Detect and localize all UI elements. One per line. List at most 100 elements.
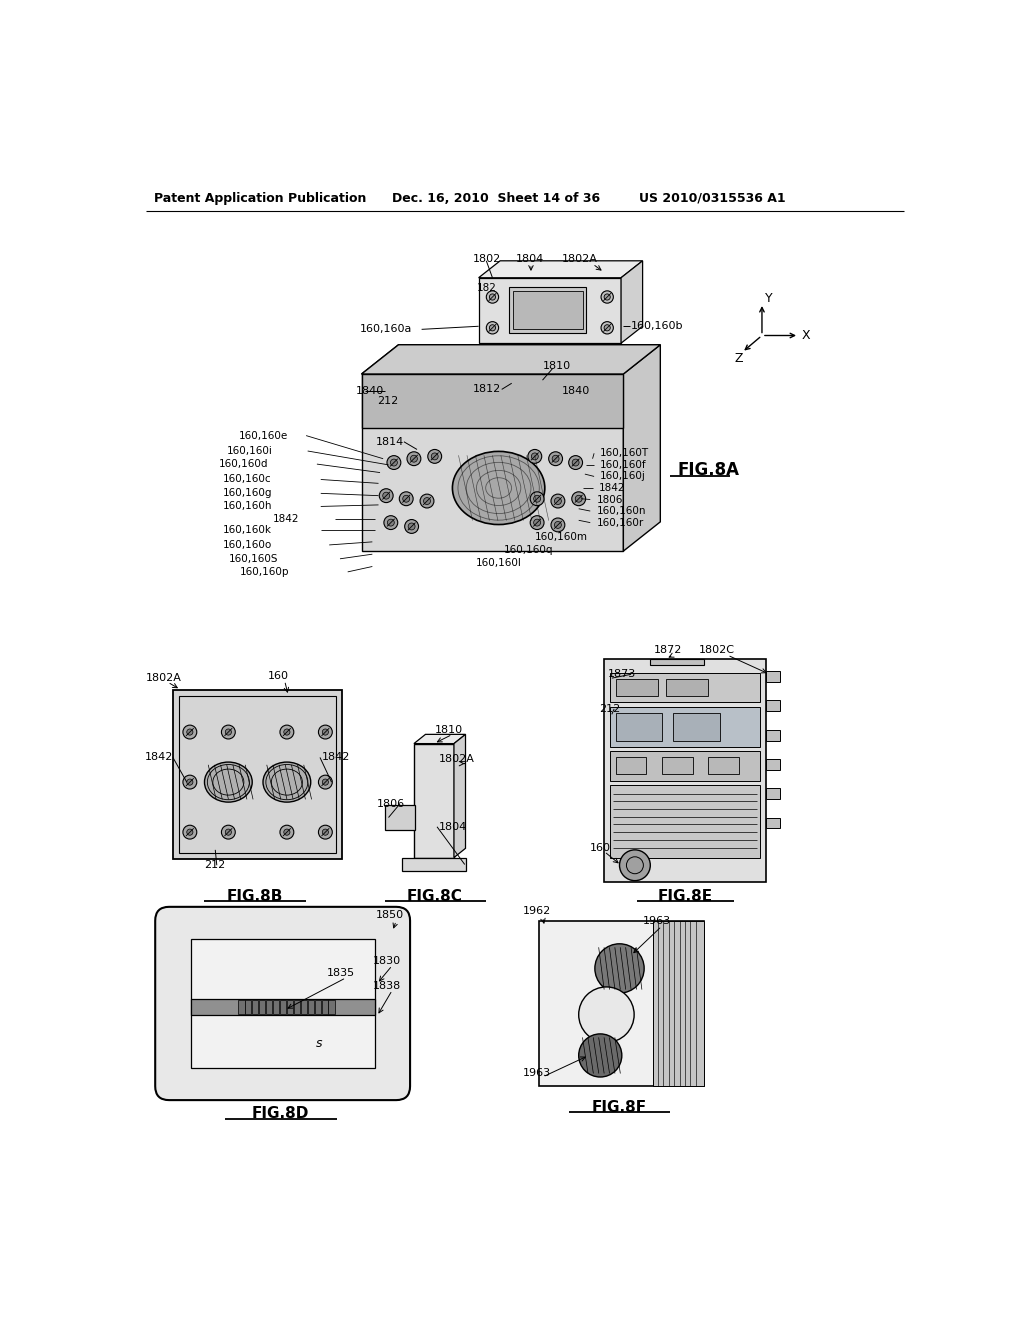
Circle shape (554, 521, 561, 528)
Text: 160: 160 (267, 671, 289, 681)
Circle shape (399, 492, 413, 506)
Text: 1810: 1810 (543, 362, 570, 371)
Circle shape (534, 495, 541, 502)
Bar (246, 1001, 252, 1014)
Bar (615, 758, 646, 775)
Circle shape (383, 492, 390, 499)
Polygon shape (361, 374, 624, 552)
Circle shape (575, 495, 583, 502)
Bar (610, 785, 760, 858)
Circle shape (579, 987, 634, 1043)
Bar (190, 999, 375, 1015)
Text: 1842: 1842 (144, 752, 173, 763)
Text: 1804: 1804 (515, 253, 544, 264)
Text: 212: 212 (204, 861, 225, 870)
Bar (190, 940, 375, 1068)
Bar (173, 689, 342, 859)
Text: 160,160n: 160,160n (596, 506, 646, 516)
Polygon shape (478, 261, 643, 277)
Text: 160,160e: 160,160e (239, 430, 288, 441)
Circle shape (486, 290, 499, 304)
Text: Patent Application Publication: Patent Application Publication (154, 191, 366, 205)
Polygon shape (361, 345, 660, 374)
Polygon shape (621, 261, 643, 343)
Bar (414, 743, 454, 858)
Text: 160,160j: 160,160j (600, 471, 646, 482)
Bar (766, 701, 779, 711)
Bar (615, 713, 662, 741)
Bar (766, 788, 779, 799)
Text: 160,160c: 160,160c (223, 474, 271, 484)
Circle shape (318, 775, 333, 789)
Polygon shape (361, 345, 660, 374)
Circle shape (280, 825, 294, 840)
Text: 1802C: 1802C (698, 644, 735, 655)
Text: 160,160q: 160,160q (504, 545, 554, 554)
Text: 1802A: 1802A (562, 253, 598, 264)
Bar (766, 817, 779, 829)
Circle shape (568, 455, 583, 470)
Bar (385, 805, 416, 830)
Polygon shape (361, 374, 624, 428)
Circle shape (318, 725, 333, 739)
Text: 160,160l: 160,160l (475, 557, 521, 568)
Ellipse shape (263, 762, 310, 803)
Bar (766, 730, 779, 741)
Text: 1804: 1804 (438, 822, 467, 832)
Bar (539, 921, 705, 1086)
Text: FIG.8E: FIG.8E (657, 888, 713, 904)
Circle shape (284, 829, 290, 836)
Bar (287, 1001, 293, 1014)
Circle shape (601, 322, 613, 334)
Text: 1810: 1810 (435, 725, 463, 735)
Text: 160: 160 (590, 842, 610, 853)
Text: 1842: 1842 (273, 513, 299, 524)
Bar (239, 1001, 245, 1014)
Polygon shape (414, 734, 466, 743)
Text: 1830: 1830 (373, 956, 401, 966)
Text: 1840: 1840 (355, 385, 384, 396)
Text: 1814: 1814 (376, 437, 403, 446)
Text: s: s (315, 1038, 322, 1051)
Circle shape (604, 294, 610, 300)
Circle shape (551, 494, 565, 508)
Bar (708, 758, 739, 775)
Circle shape (221, 725, 236, 739)
Bar (674, 713, 720, 741)
Bar (294, 1001, 300, 1014)
Bar (179, 696, 336, 853)
Text: 1802A: 1802A (438, 754, 474, 764)
Text: FIG.8D: FIG.8D (252, 1106, 309, 1121)
Circle shape (572, 459, 580, 466)
Circle shape (531, 453, 539, 459)
Circle shape (530, 516, 544, 529)
Text: Y: Y (765, 292, 773, 305)
Text: 1838: 1838 (373, 981, 401, 991)
Text: 1962: 1962 (523, 907, 552, 916)
FancyBboxPatch shape (156, 907, 410, 1100)
Text: 1842: 1842 (599, 483, 626, 492)
Circle shape (323, 779, 329, 785)
Bar (329, 1001, 335, 1014)
Circle shape (221, 825, 236, 840)
Circle shape (528, 450, 542, 463)
Text: 160,160S: 160,160S (229, 554, 279, 564)
Circle shape (424, 498, 430, 504)
Bar (314, 1001, 321, 1014)
Circle shape (530, 492, 544, 506)
Text: 1806: 1806 (596, 495, 623, 504)
Text: 160,160g: 160,160g (223, 488, 272, 499)
Text: 1850: 1850 (376, 909, 403, 920)
Circle shape (409, 523, 415, 529)
Circle shape (384, 516, 397, 529)
Bar (666, 678, 708, 696)
Text: 160,160r: 160,160r (596, 517, 644, 528)
Text: 160,160k: 160,160k (223, 524, 272, 535)
Text: 1802: 1802 (473, 253, 502, 264)
Text: X: X (802, 329, 811, 342)
Text: 212: 212 (599, 704, 620, 714)
Text: Z: Z (734, 352, 742, 366)
Text: 160,160m: 160,160m (535, 532, 588, 543)
Bar (513, 290, 583, 330)
Circle shape (183, 775, 197, 789)
